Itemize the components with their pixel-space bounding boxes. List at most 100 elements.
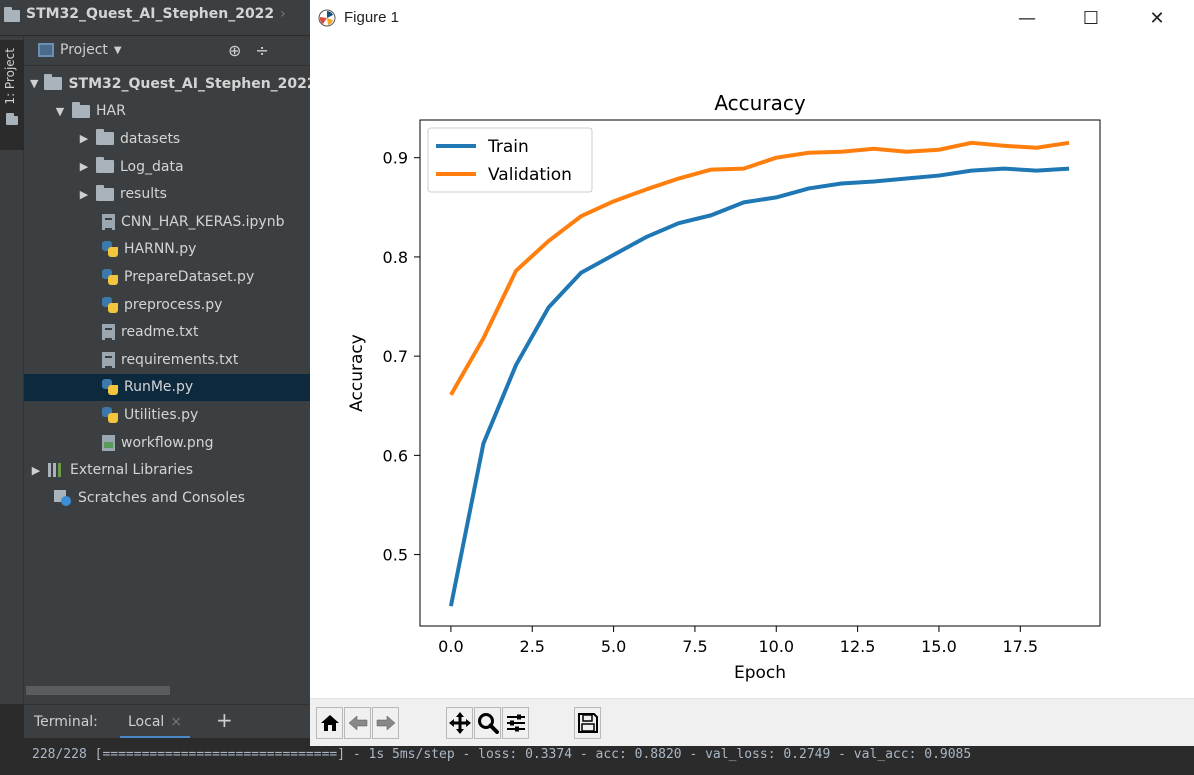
tool-window-strip: 1: Project <box>0 36 24 704</box>
locate-icon[interactable]: ⊕ <box>228 41 242 60</box>
back-arrow-icon[interactable] <box>344 707 371 739</box>
home-icon[interactable] <box>316 707 343 739</box>
figure-toolbar <box>310 698 1194 746</box>
breadcrumb-project[interactable]: STM32_Quest_AI_Stephen_2022 <box>26 6 275 22</box>
python-file-icon <box>102 406 118 423</box>
project-panel-header: Project ▼ ⊕ ÷ <box>24 36 310 66</box>
project-panel-title: Project <box>60 42 108 58</box>
expand-down-icon[interactable]: ▼ <box>55 104 65 118</box>
tree-item[interactable]: RunMe.py <box>24 373 310 402</box>
pan-icon[interactable] <box>446 707 473 739</box>
series-line-validation <box>449 140 1070 396</box>
x-tick-label: 2.5 <box>520 637 545 656</box>
tree-item[interactable]: requirements.txt <box>24 346 310 374</box>
folder-icon <box>44 74 63 91</box>
expand-right-icon[interactable]: ▶ <box>79 187 89 201</box>
x-tick-label: 17.5 <box>1002 637 1038 656</box>
python-file-icon <box>102 268 118 285</box>
folder-icon <box>96 184 114 201</box>
minimize-icon[interactable]: — <box>1018 7 1036 29</box>
folder-icon <box>4 6 20 22</box>
y-axis-label: Accuracy <box>347 334 367 412</box>
configure-subplots-icon[interactable] <box>502 707 529 739</box>
project-panel-tools: ⊕ ÷ <box>228 41 269 60</box>
image-file-icon <box>102 434 115 451</box>
tree-item-label: requirements.txt <box>121 351 239 368</box>
tree-item-label: Utilities.py <box>124 406 199 423</box>
chart-title: Accuracy <box>714 91 805 115</box>
y-tick-label: 0.9 <box>383 149 408 168</box>
legend-label: Validation <box>488 165 572 185</box>
tree-item-label: HARNN.py <box>124 241 197 258</box>
tree-item[interactable]: workflow.png <box>24 429 310 457</box>
tree-item-label: workflow.png <box>121 434 214 451</box>
tree-item[interactable]: ▶ External Libraries <box>24 456 310 484</box>
maximize-icon[interactable]: ☐ <box>1082 7 1100 29</box>
legend: Train Validation <box>427 127 593 193</box>
x-tick-label: 15.0 <box>921 637 957 656</box>
file-icon <box>102 213 115 230</box>
library-icon <box>48 463 64 478</box>
new-terminal-icon[interactable]: + <box>216 708 233 732</box>
tree-item-label: preprocess.py <box>124 296 223 313</box>
zoom-icon[interactable] <box>474 707 501 739</box>
folder-icon <box>72 101 90 118</box>
project-view-selector[interactable]: Project ▼ <box>38 42 122 58</box>
x-tick-label: 10.0 <box>758 637 794 656</box>
figure-window-title: Figure 1 <box>344 9 400 26</box>
collapse-all-icon[interactable]: ÷ <box>255 41 269 60</box>
tree-item[interactable]: ▼ STM32_Quest_AI_Stephen_2022 <box>24 70 310 98</box>
terminal-tab-local[interactable]: Local × <box>120 705 191 739</box>
expand-right-icon[interactable]: ▶ <box>31 463 41 477</box>
python-file-icon <box>102 379 118 396</box>
breadcrumb[interactable]: STM32_Quest_AI_Stephen_2022 › <box>4 6 292 22</box>
expand-right-icon[interactable]: ▶ <box>79 132 89 146</box>
plot-canvas[interactable]: 0.0 2.5 5.0 7.5 10.0 12.5 15.0 17.5 0.5 0.6 0.7 0.8… <box>310 36 1194 698</box>
tree-item[interactable]: preprocess.py <box>24 291 310 319</box>
horizontal-scrollbar[interactable] <box>26 686 170 695</box>
tree-item-label: CNN_HAR_KERAS.ipynb <box>121 213 285 230</box>
expand-right-icon[interactable]: ▶ <box>79 160 89 174</box>
save-icon[interactable] <box>574 707 601 739</box>
project-view-icon <box>38 43 54 57</box>
y-tick-label: 0.5 <box>383 546 408 565</box>
forward-arrow-icon[interactable] <box>372 707 399 739</box>
tree-item-label: Log_data <box>120 158 184 175</box>
tree-item[interactable]: HARNN.py <box>24 236 310 264</box>
y-tick-label: 0.8 <box>383 248 408 267</box>
tree-item[interactable]: Utilities.py <box>24 401 310 429</box>
project-tool-tab-label: 1: Project <box>3 48 17 105</box>
file-icon <box>102 324 115 341</box>
legend-label: Train <box>487 137 529 157</box>
tree-item[interactable]: ▶ Log_data <box>24 153 310 181</box>
accuracy-chart: 0.0 2.5 5.0 7.5 10.0 12.5 15.0 17.5 0.5 0.6 0.7 0.8… <box>347 91 1101 683</box>
expand-down-icon[interactable]: ▼ <box>30 77 39 91</box>
x-tick-label: 7.5 <box>682 637 707 656</box>
series-line-train <box>448 166 1070 607</box>
project-tool-tab[interactable]: 1: Project <box>0 40 24 150</box>
close-icon[interactable]: ✕ <box>1149 7 1165 29</box>
python-file-icon <box>102 296 118 313</box>
scratches-icon <box>54 489 72 506</box>
tree-item[interactable]: CNN_HAR_KERAS.ipynb <box>24 208 310 236</box>
folder-icon <box>6 113 18 125</box>
tree-item[interactable]: ▶ datasets <box>24 125 310 153</box>
tree-item[interactable]: readme.txt <box>24 318 310 346</box>
x-tick-label: 12.5 <box>840 637 876 656</box>
tree-item[interactable]: PrepareDataset.py <box>24 263 310 291</box>
figure-window: Figure 1 — ☐ ✕ 0.0 2.5 5.0 7.5 10.0 12.5 15.0 1… <box>310 0 1194 746</box>
file-icon <box>102 351 115 368</box>
close-icon[interactable]: × <box>170 714 183 730</box>
tree-item[interactable]: ▼ HAR <box>24 98 310 126</box>
tree-item-label: STM32_Quest_AI_Stephen_2022 <box>68 75 310 92</box>
python-file-icon <box>102 241 118 258</box>
tree-item-label: RunMe.py <box>124 379 194 396</box>
axis-ticks: 0.0 2.5 5.0 7.5 10.0 12.5 15.0 17.5 0.5 0.6 0.7 0.8… <box>383 149 1039 656</box>
chevron-down-icon: ▼ <box>113 44 122 56</box>
breadcrumb-separator-icon: › <box>280 6 286 22</box>
project-panel: Project ▼ ⊕ ÷ ▼ STM32_Quest_AI_Stephen_20… <box>24 36 310 704</box>
tree-item-label: PrepareDataset.py <box>124 268 255 285</box>
tree-item[interactable]: ▶ results <box>24 180 310 208</box>
tree-item-label: External Libraries <box>70 462 193 479</box>
tree-item[interactable]: Scratches and Consoles <box>24 484 310 512</box>
